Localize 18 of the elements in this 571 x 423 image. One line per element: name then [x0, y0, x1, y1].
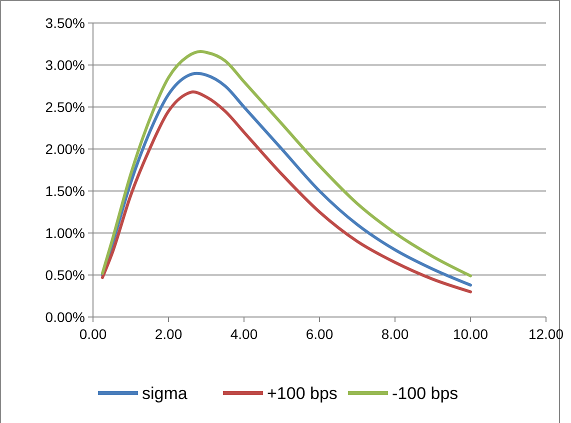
- x-tick-label: 6.00: [306, 326, 334, 342]
- y-tick-label: 2.00%: [45, 140, 85, 157]
- x-tick-label: 8.00: [381, 326, 409, 342]
- y-tick-label: 2.50%: [45, 98, 85, 115]
- legend-label: -100 bps: [392, 384, 458, 403]
- x-tick-label: 2.00: [154, 326, 182, 342]
- legend-label: sigma: [142, 384, 188, 403]
- y-tick-label: 1.00%: [45, 224, 85, 241]
- y-tick-label: 0.00%: [45, 308, 85, 325]
- x-tick-label: 0.00: [79, 326, 107, 342]
- x-tick-label: 10.00: [452, 326, 488, 342]
- x-tick-label: 4.00: [230, 326, 258, 342]
- y-tick-label: 3.50%: [45, 14, 85, 31]
- y-tick-label: 0.50%: [45, 266, 85, 283]
- y-tick-label: 3.00%: [45, 56, 85, 73]
- x-tick-label: 12.00: [528, 326, 564, 342]
- legend-label: +100 bps: [267, 384, 338, 403]
- y-tick-label: 1.50%: [45, 182, 85, 199]
